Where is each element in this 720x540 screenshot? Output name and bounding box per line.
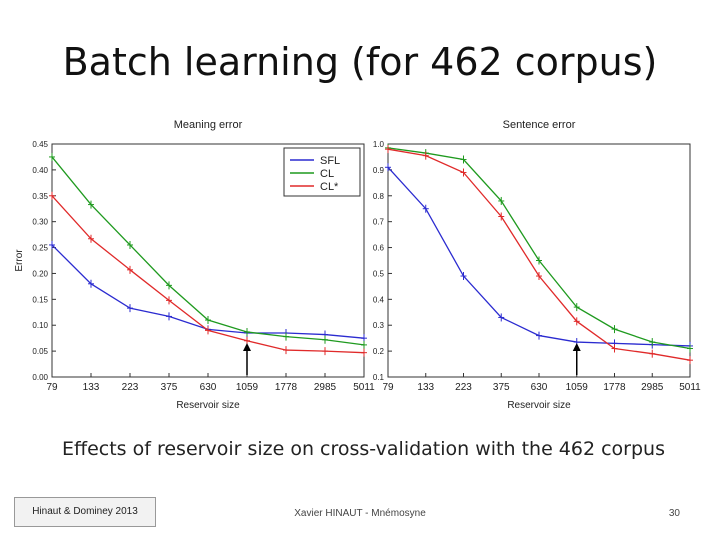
slide-title: Batch learning (for 462 corpus) [62, 40, 658, 84]
chart1-xtick-label: 1059 [236, 382, 259, 393]
chart2-ytick-label: 0.4 [373, 295, 385, 304]
chart1-xlabel: Reservoir size [176, 400, 240, 411]
chart1-ytick-label: 0.10 [32, 321, 48, 330]
page-number: 30 [668, 508, 680, 519]
chart1-xtick-label: 5011 [353, 382, 375, 393]
chart2-xtick-label: 79 [382, 382, 394, 393]
chart2-xtick-label: 2985 [641, 382, 664, 393]
chart1-xtick-label: 630 [200, 382, 217, 393]
chart2-ytick-label: 0.8 [373, 192, 385, 201]
chart2-xtick-label: 1778 [603, 382, 626, 393]
chart1-ytick-label: 0.25 [32, 244, 48, 253]
chart1-xtick-label: 79 [46, 382, 58, 393]
chart1-legend-label: CL* [320, 181, 339, 193]
chart1-ytick-label: 0.30 [32, 218, 48, 227]
chart2-title: Sentence error [503, 119, 576, 131]
chart1-title: Meaning error [174, 119, 243, 131]
chart1-ytick-label: 0.40 [32, 166, 48, 175]
chart2-arrow-head [572, 343, 581, 351]
chart1-xtick-label: 133 [83, 382, 100, 393]
chart1-ytick-label: 0.15 [32, 295, 48, 304]
chart1-xtick-label: 2985 [314, 382, 337, 393]
chart2-ytick-label: 0.3 [373, 321, 385, 330]
chart1-xtick-label: 223 [122, 382, 139, 393]
chart2-ytick-label: 0.7 [373, 218, 385, 227]
chart2-ytick-label: 0.2 [373, 347, 385, 356]
chart2-xtick-label: 630 [531, 382, 548, 393]
chart1-xtick-label: 1778 [275, 382, 298, 393]
chart1-legend-box [283, 147, 361, 197]
chart2-ytick-label: 0.9 [373, 166, 385, 175]
chart2-xtick-label: 5011 [679, 382, 701, 393]
chart2-xtick-label: 1059 [566, 382, 589, 393]
chart2-xtick-label: 133 [417, 382, 434, 393]
figure-caption: Effects of reservoir size on cross-valid… [62, 438, 665, 460]
chart1-ytick-label: 0.05 [32, 347, 48, 356]
footer-reference: Hinaut & Dominey 2013 [14, 497, 156, 527]
chart2-ytick-label: 1.0 [373, 140, 385, 149]
chart1-ytick-label: 0.45 [32, 140, 48, 149]
chart1-arrow-head [243, 343, 251, 351]
chart1-xtick-label: 375 [161, 382, 178, 393]
chart1-legend-label: SFL [320, 155, 340, 167]
chart2-xtick-label: 375 [493, 382, 510, 393]
footer-author: Xavier HINAUT - Mnémosyne [294, 508, 426, 519]
chart2-ytick-label: 0.6 [373, 244, 385, 253]
chart2-xlabel: Reservoir size [507, 400, 571, 411]
chart1-ytick-label: 0.00 [32, 373, 48, 382]
chart1-ylabel: Error [14, 249, 25, 272]
charts-figure: Meaning error Reservoir size Error 79 133 223… [14, 119, 701, 411]
chart1-ytick-label: 0.35 [32, 192, 48, 201]
chart2-ytick-label: 0.1 [373, 373, 385, 382]
chart2-ytick-label: 0.5 [373, 269, 385, 278]
chart1-legend-label: CL [320, 168, 334, 180]
chart1-ytick-label: 0.20 [32, 269, 48, 278]
chart2-xtick-label: 223 [455, 382, 472, 393]
